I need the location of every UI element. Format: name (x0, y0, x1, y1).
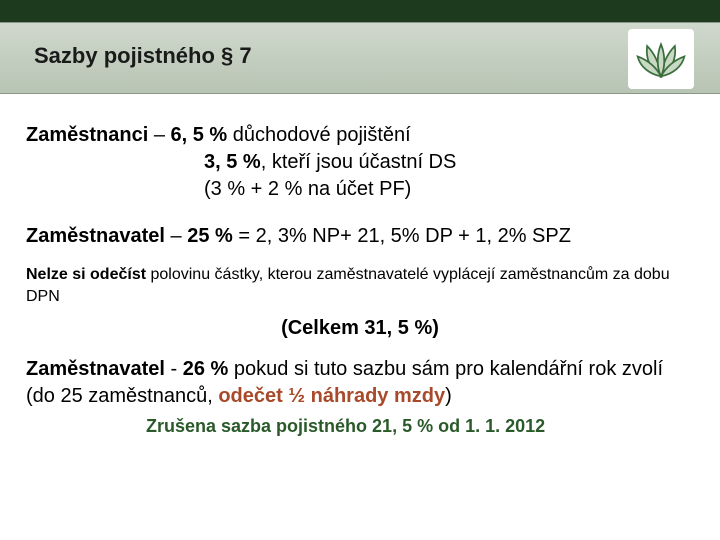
employer1-line: Zaměstnavatel – 25 % = 2, 3% NP+ 21, 5% … (26, 223, 694, 250)
employer1-rest: = 2, 3% NP+ 21, 5% DP + 1, 2% SPZ (233, 225, 571, 247)
sep: – (148, 124, 170, 146)
employer1-sep: – (165, 225, 187, 247)
slide-title: Sazby pojistného § 7 (34, 43, 252, 69)
employee-pct-2: 3, 5 % (204, 151, 261, 173)
employee-label: Zaměstnanci (26, 124, 148, 146)
content-area: Zaměstnanci – 6, 5 % důchodové pojištění… (0, 94, 720, 437)
employee-rest-2: , kteří jsou účastní DS (261, 151, 457, 173)
deduct-lead: Nelze si odečíst (26, 266, 151, 283)
employer1-label: Zaměstnavatel (26, 225, 165, 247)
employee-line-1: Zaměstnanci – 6, 5 % důchodové pojištění (26, 122, 694, 149)
employee-line-2: 3, 5 %, kteří jsou účastní DS (26, 149, 694, 176)
lotus-icon (635, 37, 687, 81)
employer2-label: Zaměstnavatel (26, 358, 165, 380)
employer2-block: Zaměstnavatel - 26 % pokud si tuto sazbu… (26, 356, 694, 410)
employer2-tail: ) (445, 385, 452, 407)
employer2-highlight: odečet ½ náhrady mzdy (218, 385, 445, 407)
cancelled-line: Zrušena sazba pojistného 21, 5 % od 1. 1… (26, 416, 694, 437)
employer1-pct: 25 % (187, 225, 233, 247)
employer2-pct: 26 % (183, 358, 229, 380)
title-band: Sazby pojistného § 7 (0, 22, 720, 94)
employer2-mid1: - (165, 358, 183, 380)
logo (628, 29, 694, 89)
total-line: (Celkem 31, 5 %) (26, 315, 694, 342)
employee-pct-1: 6, 5 % (171, 124, 228, 146)
employee-rest-1: důchodové pojištění (227, 124, 410, 146)
employee-line-3: (3 % + 2 % na účet PF) (26, 176, 694, 203)
top-bar (0, 0, 720, 22)
deduct-note: Nelze si odečíst polovinu částky, kterou… (26, 264, 694, 307)
